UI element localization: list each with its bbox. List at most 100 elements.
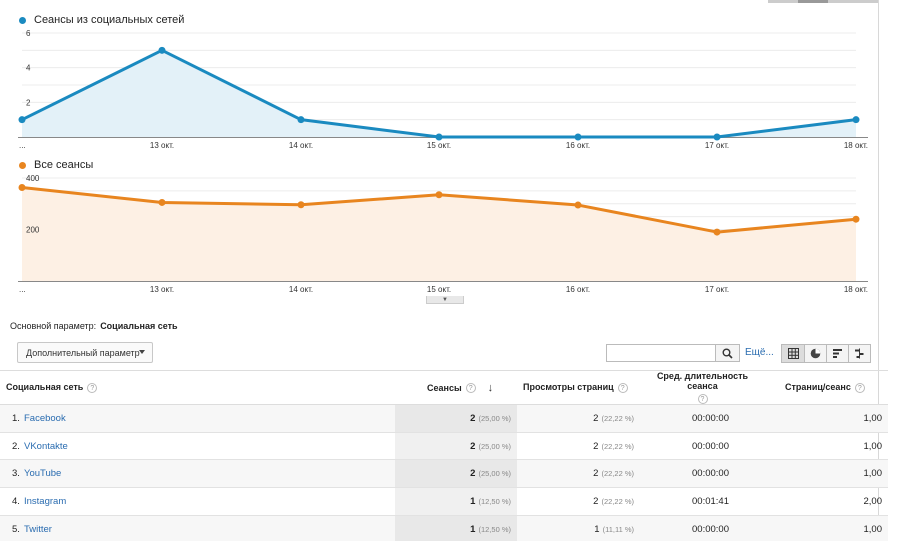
series-area bbox=[22, 187, 856, 281]
x-tick-label: 16 окт. bbox=[566, 285, 590, 294]
sessions-value: 1 bbox=[470, 495, 476, 507]
x-tick-label: 17 окт. bbox=[705, 141, 729, 150]
table-row[interactable]: 2. VKontakte 2 (25,00 %) 2 (22,22 %) 00:00:00 1… bbox=[0, 432, 888, 461]
bar-chart-icon bbox=[833, 349, 842, 358]
header-pageviews[interactable]: Просмотры страниц? bbox=[517, 370, 640, 405]
secondary-dimension-label: Дополнительный параметр bbox=[26, 347, 140, 358]
row-index: 4. bbox=[12, 495, 20, 507]
row-index: 3. bbox=[12, 468, 20, 480]
cell-duration: 00:00:00 bbox=[640, 404, 765, 433]
y-tick-label: 200 bbox=[26, 226, 40, 235]
cell-sessions: 2 (25,00 %) bbox=[395, 432, 517, 461]
pageviews-value: 2 bbox=[593, 412, 599, 424]
network-link[interactable]: Instagram bbox=[24, 495, 67, 507]
secondary-dimension-dropdown[interactable]: Дополнительный параметр bbox=[17, 342, 153, 363]
cell-pages-per-session: 1,00 bbox=[765, 515, 888, 541]
table-row[interactable]: 5. Twitter 1 (12,50 %) 1 (11,11 %) 00:00:00 1,0… bbox=[0, 515, 888, 541]
chart-collapse-handle[interactable]: ▼ bbox=[426, 296, 464, 304]
sessions-percent: (25,00 %) bbox=[478, 469, 511, 479]
right-divider bbox=[878, 0, 879, 541]
header-network[interactable]: Социальная сеть? bbox=[0, 370, 395, 405]
series-area bbox=[22, 50, 856, 138]
x-tick-label: 14 окт. bbox=[289, 285, 313, 294]
network-link[interactable]: Twitter bbox=[24, 523, 52, 535]
header-pages-per-session[interactable]: Страниц/сеанс? bbox=[765, 370, 888, 405]
comparison-view-button[interactable] bbox=[848, 345, 870, 362]
charts-area: 2 4 6... 13 окт. 14 окт. 15 окт. 16 окт. 17 окт… bbox=[18, 29, 868, 294]
header-sessions[interactable]: Сеансы? ↓ bbox=[395, 370, 517, 405]
bar-view-button[interactable] bbox=[826, 345, 848, 362]
x-tick-label: 13 окт. bbox=[150, 285, 174, 294]
legend-dot-blue bbox=[19, 16, 26, 24]
legend-social-sessions-label: Сеансы из социальных сетей bbox=[34, 14, 185, 26]
header-pageviews-label: Просмотры страниц bbox=[523, 382, 614, 393]
network-link[interactable]: YouTube bbox=[24, 468, 62, 480]
data-point bbox=[297, 201, 305, 209]
cell-sessions: 2 (25,00 %) bbox=[395, 404, 517, 433]
cell-network: 5. Twitter bbox=[0, 515, 395, 541]
comparison-icon bbox=[855, 348, 864, 359]
sessions-value: 2 bbox=[470, 412, 476, 424]
data-point bbox=[713, 133, 721, 141]
table-row[interactable]: 4. Instagram 1 (12,50 %) 2 (22,22 %) 00:01:41 2… bbox=[0, 487, 888, 516]
x-tick-label: 14 окт. bbox=[289, 141, 313, 150]
data-point bbox=[297, 116, 305, 124]
header-pps-label: Страниц/сеанс bbox=[785, 382, 851, 393]
sessions-value: 2 bbox=[470, 440, 476, 452]
sort-down-icon[interactable]: ↓ bbox=[487, 381, 494, 394]
table-row[interactable]: 3. YouTube 2 (25,00 %) 2 (22,22 %) 00:00:00 1,0… bbox=[0, 459, 888, 489]
legend-all-sessions[interactable]: Все сеансы bbox=[19, 159, 93, 171]
legend-all-sessions-label: Все сеансы bbox=[34, 159, 94, 171]
help-icon[interactable]: ? bbox=[854, 382, 865, 393]
pageviews-percent: (22,22 %) bbox=[601, 469, 634, 479]
top-scrollbar[interactable] bbox=[768, 0, 878, 3]
pageviews-percent: (22,22 %) bbox=[601, 441, 634, 451]
table-search-input[interactable] bbox=[606, 344, 716, 362]
top-scrollbar-thumb[interactable] bbox=[798, 0, 828, 3]
cell-pages-per-session: 2,00 bbox=[765, 487, 888, 516]
data-point bbox=[574, 133, 582, 141]
cell-pageviews: 2 (22,22 %) bbox=[517, 432, 640, 461]
data-point bbox=[713, 228, 721, 236]
primary-dimension-label: Основной параметр: bbox=[10, 321, 97, 331]
cell-network: 2. VKontakte bbox=[0, 432, 395, 461]
help-icon[interactable]: ? bbox=[87, 382, 98, 393]
y-tick-label: 2 bbox=[26, 98, 31, 107]
data-table: Социальная сеть? Сеансы? ↓ Просмотры стра… bbox=[0, 370, 888, 541]
data-point bbox=[435, 191, 443, 199]
grid-icon bbox=[787, 348, 799, 359]
network-link[interactable]: Facebook bbox=[24, 412, 66, 424]
cell-sessions: 1 (12,50 %) bbox=[395, 487, 517, 516]
pie-view-button[interactable] bbox=[804, 345, 826, 362]
data-point bbox=[574, 201, 582, 209]
cell-pageviews: 2 (22,22 %) bbox=[517, 459, 640, 489]
row-index: 2. bbox=[12, 440, 20, 452]
more-options-link[interactable]: Ещё... bbox=[745, 347, 774, 358]
search-button[interactable] bbox=[716, 344, 740, 362]
table-view-button[interactable] bbox=[782, 345, 804, 362]
data-point bbox=[18, 184, 26, 192]
help-icon[interactable]: ? bbox=[617, 382, 628, 393]
y-tick-label: 400 bbox=[26, 174, 40, 183]
x-tick-label: 15 окт. bbox=[427, 141, 451, 150]
table-body: 1. Facebook 2 (25,00 %) 2 (22,22 %) 00:00:00 1,… bbox=[0, 404, 888, 541]
cell-duration: 00:01:41 bbox=[640, 487, 765, 516]
header-duration[interactable]: Сред. длительность сеанса? bbox=[640, 370, 765, 405]
data-point bbox=[158, 198, 166, 206]
primary-dimension-value[interactable]: Социальная сеть bbox=[100, 321, 178, 331]
pageviews-value: 2 bbox=[593, 468, 599, 480]
data-point bbox=[852, 116, 860, 124]
network-link[interactable]: VKontakte bbox=[24, 440, 68, 452]
help-icon[interactable]: ? bbox=[465, 383, 476, 394]
help-icon[interactable]: ? bbox=[697, 394, 708, 404]
line-charts: 2 4 6... 13 окт. 14 окт. 15 окт. 16 окт. 17 окт… bbox=[18, 29, 868, 294]
table-row[interactable]: 1. Facebook 2 (25,00 %) 2 (22,22 %) 00:00:00 1,… bbox=[0, 404, 888, 433]
data-point bbox=[435, 133, 443, 141]
sessions-percent: (25,00 %) bbox=[478, 441, 511, 451]
legend-social-sessions[interactable]: Сеансы из социальных сетей bbox=[19, 14, 184, 26]
x-tick-label: 18 окт. bbox=[844, 141, 868, 150]
cell-network: 3. YouTube bbox=[0, 459, 395, 489]
sessions-percent: (12,50 %) bbox=[478, 496, 511, 506]
row-index: 1. bbox=[12, 412, 20, 424]
